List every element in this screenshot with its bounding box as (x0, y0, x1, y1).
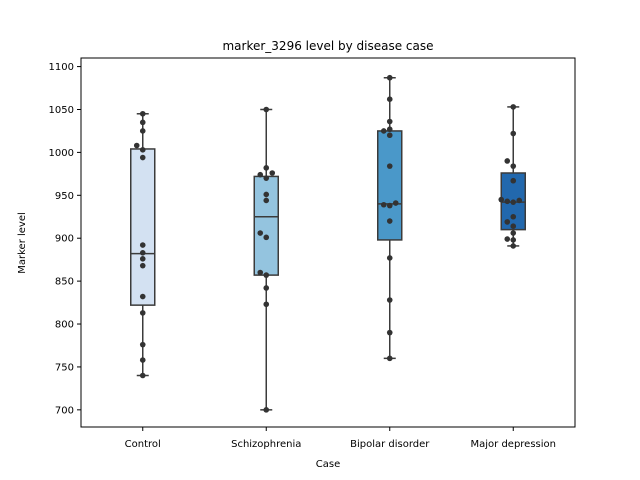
x-tick-label: Schizophrenia (231, 439, 301, 450)
data-point (386, 118, 393, 125)
points-major-depression (498, 104, 523, 249)
data-point (386, 329, 393, 336)
data-point (510, 130, 517, 137)
data-point (263, 191, 270, 198)
data-point (139, 128, 146, 134)
data-point (510, 199, 517, 205)
data-point (257, 269, 264, 276)
data-point (263, 234, 270, 241)
data-point (504, 158, 511, 164)
data-point (133, 142, 140, 149)
x-axis-label: Case (316, 459, 340, 470)
data-point (386, 297, 393, 303)
data-point (510, 237, 517, 243)
y-tick-label: 950 (55, 191, 74, 202)
data-point (510, 230, 517, 236)
data-point (263, 197, 270, 204)
data-point (139, 341, 146, 348)
data-point (380, 128, 387, 134)
data-point (139, 154, 146, 161)
data-point (139, 110, 146, 117)
data-point (257, 171, 264, 178)
box-schizophrenia (253, 108, 279, 411)
y-tick-label: 1000 (49, 148, 74, 159)
data-point (269, 170, 276, 176)
data-point (504, 198, 511, 205)
y-tick-label: 800 (55, 320, 74, 331)
data-point (257, 230, 264, 236)
data-point (139, 249, 146, 256)
plot-frame (80, 57, 576, 428)
data-point (504, 236, 511, 242)
data-point (386, 163, 393, 169)
data-point (263, 165, 270, 171)
data-point (139, 262, 146, 269)
box-iqr (253, 175, 279, 276)
data-point (386, 355, 393, 362)
data-point (139, 256, 146, 262)
data-point (263, 272, 270, 278)
y-axis-label: Marker level (17, 212, 28, 274)
data-point (386, 202, 393, 209)
data-point (386, 132, 393, 139)
data-point (139, 310, 146, 316)
data-point (510, 223, 517, 229)
data-point (516, 197, 523, 204)
data-point (139, 293, 146, 300)
data-point (139, 147, 146, 153)
y-tick-label: 850 (55, 277, 74, 288)
data-point (504, 219, 511, 225)
data-point (498, 196, 505, 203)
data-point (392, 200, 399, 206)
y-tick-label: 1050 (49, 105, 74, 116)
box-control (130, 113, 156, 377)
data-point (386, 96, 393, 102)
data-point (510, 163, 517, 169)
data-point (510, 243, 517, 249)
data-point (510, 177, 517, 184)
data-point (263, 407, 270, 413)
data-point (139, 357, 146, 363)
plot-area (130, 74, 526, 413)
box-iqr (130, 148, 156, 306)
data-point (386, 126, 393, 133)
x-tick-label: Control (125, 439, 161, 450)
data-point (380, 201, 387, 208)
data-point (510, 104, 517, 110)
data-point (263, 301, 270, 308)
data-point (263, 175, 270, 181)
chart-title: marker_3296 level by disease case (222, 39, 433, 53)
x-tick-label: Major depression (471, 439, 557, 450)
data-point (386, 74, 393, 81)
points-bipolar-disorder (380, 74, 399, 362)
data-point (139, 119, 146, 126)
x-tick-label: Bipolar disorder (350, 439, 430, 450)
data-point (510, 213, 517, 220)
y-tick-label: 1100 (49, 62, 74, 73)
y-tick-label: 700 (55, 405, 74, 416)
data-point (386, 255, 393, 261)
y-tick-label: 750 (55, 362, 74, 373)
data-point (139, 242, 146, 248)
data-point (386, 218, 393, 224)
points-schizophrenia (257, 106, 276, 413)
data-point (263, 285, 270, 291)
points-control (133, 110, 146, 379)
data-point (139, 372, 146, 379)
y-tick-label: 900 (55, 234, 74, 245)
data-point (263, 106, 270, 113)
